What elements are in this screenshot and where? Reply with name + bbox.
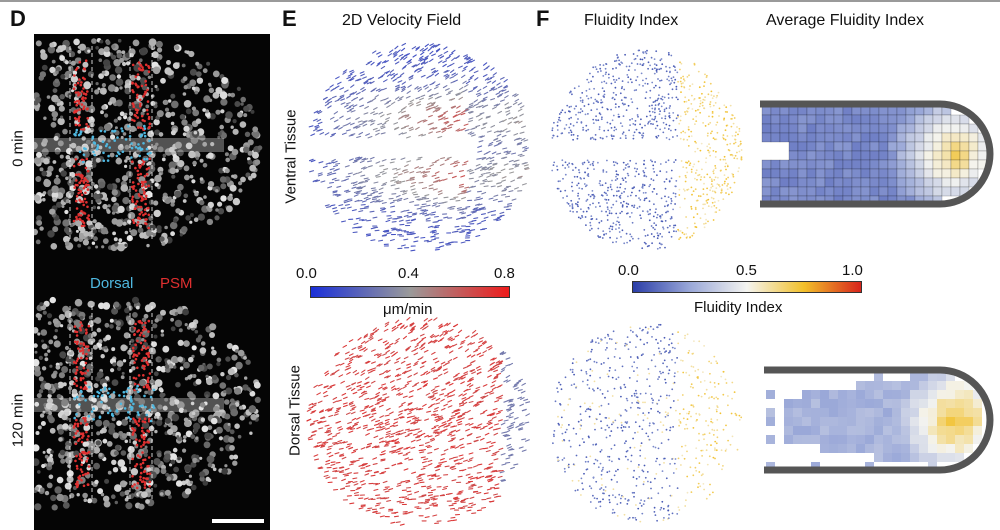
velocity-colorbar-unit: μm/min: [383, 301, 433, 318]
title-average-fluidity: Average Fluidity Index: [766, 12, 925, 29]
time-label-0min: 0 min: [9, 130, 27, 167]
embryo-cells: [34, 296, 261, 511]
psm-cells: [72, 59, 152, 230]
panel-letter-e: E: [282, 6, 297, 31]
fluidity-colorbar-mid: 0.5: [736, 262, 757, 279]
psm-cells: [72, 319, 152, 490]
top-divider: [0, 0, 1000, 2]
fluidity-colorbar-max: 1.0: [842, 262, 863, 279]
microscopy-image: [34, 34, 270, 530]
velocity-colorbar-min: 0.0: [296, 265, 317, 282]
title-fluidity-index: Fluidity Index: [584, 12, 679, 29]
fluidity-colorbar: [632, 281, 862, 293]
scale-bar: [212, 519, 264, 523]
fluidity-points: [551, 49, 743, 250]
velocity-ventral-svg: [308, 42, 530, 252]
microscopy-svg: [34, 38, 263, 511]
dorsal-cells: [73, 124, 152, 164]
tissue-outline: [764, 366, 994, 474]
notochord-band: [34, 398, 224, 412]
velocity-dorsal-svg: [306, 316, 530, 526]
region-lines: [69, 46, 153, 242]
fluidity-dorsal: [548, 318, 748, 528]
velocity-colorbar-max: 0.8: [494, 265, 515, 282]
dorsal-cells: [73, 384, 156, 423]
fluidity-colorbar-min: 0.0: [618, 262, 639, 279]
legend-psm: PSM: [160, 275, 193, 292]
fluidity-points: [552, 323, 743, 523]
tissue-outline: [760, 100, 994, 208]
region-lines: [69, 306, 153, 502]
velocity-arrows: [306, 316, 530, 526]
average-fluidity-ventral: [756, 96, 996, 212]
legend-dorsal: Dorsal: [90, 275, 134, 292]
velocity-colorbar-mid: 0.4: [398, 265, 419, 282]
velocity-field-dorsal: [300, 315, 530, 530]
velocity-field-ventral: [300, 40, 530, 255]
panel-letter-d: D: [10, 6, 26, 31]
row-label-ventral: Ventral Tissue: [282, 109, 300, 204]
average-grid-cells: [761, 105, 988, 206]
notochord-band: [34, 138, 224, 152]
average-fluidity-ventral-svg: [760, 100, 994, 208]
fluidity-ventral-svg: [551, 49, 743, 250]
time-label-120min: 120 min: [9, 393, 27, 448]
fluidity-colorbar-label: Fluidity Index: [694, 299, 783, 316]
panel-letter-f: F: [536, 6, 550, 31]
average-fluidity-dorsal-svg: [764, 366, 994, 474]
title-velocity-field: 2D Velocity Field: [342, 12, 462, 29]
fluidity-ventral: [548, 45, 748, 255]
velocity-arrows: [308, 42, 530, 252]
velocity-colorbar: [310, 286, 510, 298]
embryo-cells: [34, 38, 263, 252]
average-grid-cells: [766, 372, 982, 471]
fluidity-dorsal-svg: [552, 323, 743, 523]
average-fluidity-dorsal: [760, 362, 996, 478]
